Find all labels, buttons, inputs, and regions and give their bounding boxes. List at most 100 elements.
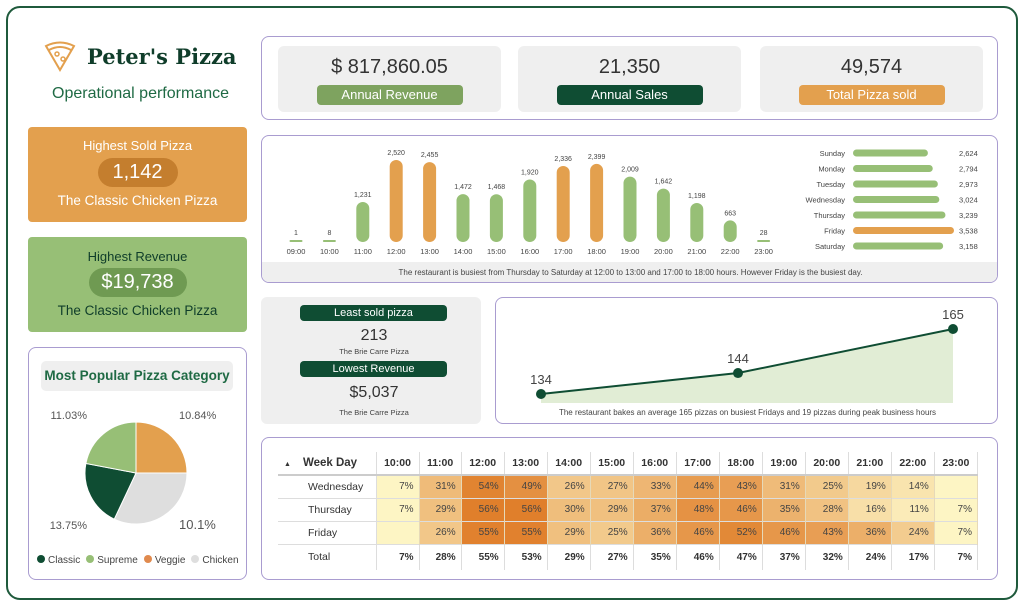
heatmap-cell: 33% xyxy=(633,475,677,498)
heatmap-cell: 56% xyxy=(461,498,505,521)
hourly-sales-panel: 1 09:00 8 10:00 1,231 11:00 2,520 12:00 2,455 13:… xyxy=(261,135,998,283)
hourly-tick-label: 19:00 xyxy=(621,247,640,256)
hourly-bar[interactable] xyxy=(356,201,370,242)
hourly-bar[interactable] xyxy=(456,194,470,242)
sort-ascending-icon[interactable]: ▲ xyxy=(284,461,291,468)
legend-item: Supreme xyxy=(86,555,138,566)
weekday-value: 3,158 xyxy=(959,242,978,251)
hourly-bar[interactable] xyxy=(322,240,336,242)
pie-label: 11.03% xyxy=(51,410,88,422)
weekday-label: Tuesday xyxy=(817,180,846,189)
heatmap-cell: 43% xyxy=(805,521,849,544)
heatmap-cell: 56% xyxy=(504,498,548,521)
total-cell: 29% xyxy=(547,544,591,570)
lowest-revenue-value: $5,037 xyxy=(349,384,399,401)
highest-revenue-pizza: The Classic Chicken Pizza xyxy=(57,303,218,318)
trend-area xyxy=(541,329,953,403)
highest-revenue-title: Highest Revenue xyxy=(87,249,188,264)
weekday-bar[interactable] xyxy=(853,196,940,203)
weekday-bar[interactable] xyxy=(853,211,946,219)
kpi-card: $ 817,860.05 Annual Revenue xyxy=(278,46,501,112)
hourly-bar[interactable] xyxy=(723,220,737,242)
heatmap-cell: 27% xyxy=(590,475,634,498)
hourly-bar[interactable] xyxy=(590,163,604,242)
total-cell: 7% xyxy=(376,544,420,570)
weekday-value: 2,624 xyxy=(959,149,978,158)
heatmap-cell: 29% xyxy=(419,498,462,521)
heatmap-cell: 14% xyxy=(891,475,935,498)
hourly-bar-label: 1,472 xyxy=(454,184,472,191)
heatmap-cell: 7% xyxy=(376,475,420,498)
weekday-bar[interactable] xyxy=(853,180,938,188)
hourly-bar[interactable] xyxy=(623,176,637,242)
pie-slice-chicken[interactable] xyxy=(113,472,188,525)
total-cell: 35% xyxy=(633,544,677,570)
total-cell: 53% xyxy=(504,544,548,570)
weekday-label: Thursday xyxy=(814,211,846,220)
row-day: Friday xyxy=(278,521,377,544)
hourly-bar-label: 1,642 xyxy=(655,179,673,186)
trend-point[interactable] xyxy=(733,368,743,379)
hour-header: 11:00 xyxy=(419,452,462,476)
hourly-bar-label: 28 xyxy=(760,230,768,237)
weekday-label: Friday xyxy=(824,227,845,236)
hourly-bar[interactable] xyxy=(556,165,570,242)
hour-header: 17:00 xyxy=(676,452,720,476)
lowest-revenue-pizza: The Brie Carre Pizza xyxy=(339,408,409,417)
heatmap-cell: 48% xyxy=(676,498,720,521)
total-cell: 28% xyxy=(419,544,462,570)
legend-dot-icon xyxy=(143,555,152,563)
hourly-bar[interactable] xyxy=(423,162,437,242)
heatmap-row: Wednesday 7% 31% 54% 49% 26% 27% 33% 44% 43% 31% 25… xyxy=(278,475,979,498)
weekday-bar[interactable] xyxy=(853,149,928,157)
total-cell: 24% xyxy=(848,544,892,570)
weekday-value: 3,239 xyxy=(959,211,978,220)
pie-slice-supreme[interactable] xyxy=(85,421,137,474)
heatmap-cell: 16% xyxy=(848,498,892,521)
hourly-bar-label: 663 xyxy=(724,210,736,217)
least-sold-panel: Least sold pizza 213 The Brie Carre Pizz… xyxy=(261,297,481,424)
pie-slice-veggie[interactable] xyxy=(135,421,188,474)
hourly-bar[interactable] xyxy=(489,194,503,242)
kpi-card: 21,350 Annual Sales xyxy=(518,46,741,112)
hour-header: 12:00 xyxy=(461,452,505,476)
hourly-bar[interactable] xyxy=(757,240,771,242)
heatmap-cell xyxy=(934,475,979,498)
weekday-bar[interactable] xyxy=(853,165,933,172)
weekday-label: Sunday xyxy=(820,149,846,158)
heatmap-row: Thursday 7% 29% 56% 56% 30% 29% 37% 48% 46% 35% 28%… xyxy=(278,498,979,521)
hourly-tick-label: 11:00 xyxy=(354,247,372,256)
total-label: Total xyxy=(278,544,377,570)
heatmap-panel: ▲ Week Day 10:00 11:00 12:00 13:00 14:00 15:00 1… xyxy=(261,437,998,580)
hourly-bar-label: 2,455 xyxy=(421,152,439,159)
trend-label: 134 xyxy=(530,372,552,387)
hourly-bar[interactable] xyxy=(656,188,670,242)
pie-slice-classic[interactable] xyxy=(84,462,137,520)
hourly-bar[interactable] xyxy=(690,203,704,242)
lowest-revenue-label: Lowest Revenue xyxy=(300,361,447,377)
hourly-tick-label: 09:00 xyxy=(287,247,306,256)
week-day-header[interactable]: ▲ Week Day xyxy=(278,452,377,476)
legend-label: Chicken xyxy=(202,555,239,566)
hourly-tick-label: 22:00 xyxy=(721,247,740,256)
weekday-value: 2,973 xyxy=(959,180,978,189)
hour-header: 16:00 xyxy=(633,452,677,476)
heatmap-cell: 31% xyxy=(762,475,806,498)
hourly-bar[interactable] xyxy=(289,240,303,242)
trend-line-chart: 134 144 165 xyxy=(530,307,964,403)
least-sold-label: Least sold pizza xyxy=(300,305,447,321)
hourly-bar[interactable] xyxy=(389,160,403,242)
trend-point[interactable] xyxy=(948,324,958,334)
heatmap-cell: 44% xyxy=(676,475,720,498)
least-sold-value: 213 xyxy=(360,327,388,344)
hour-header: 10:00 xyxy=(376,452,420,476)
trend-label: 165 xyxy=(942,307,964,322)
weekday-bar[interactable] xyxy=(853,242,944,250)
heatmap-cell: 11% xyxy=(891,498,935,521)
trend-point[interactable] xyxy=(536,389,546,399)
total-cell: 55% xyxy=(461,544,505,570)
highest-sold-pizza: The Classic Chicken Pizza xyxy=(57,193,218,208)
hourly-bar[interactable] xyxy=(523,179,537,242)
weekday-bar[interactable] xyxy=(853,227,954,234)
dashboard-frame xyxy=(6,6,1018,600)
